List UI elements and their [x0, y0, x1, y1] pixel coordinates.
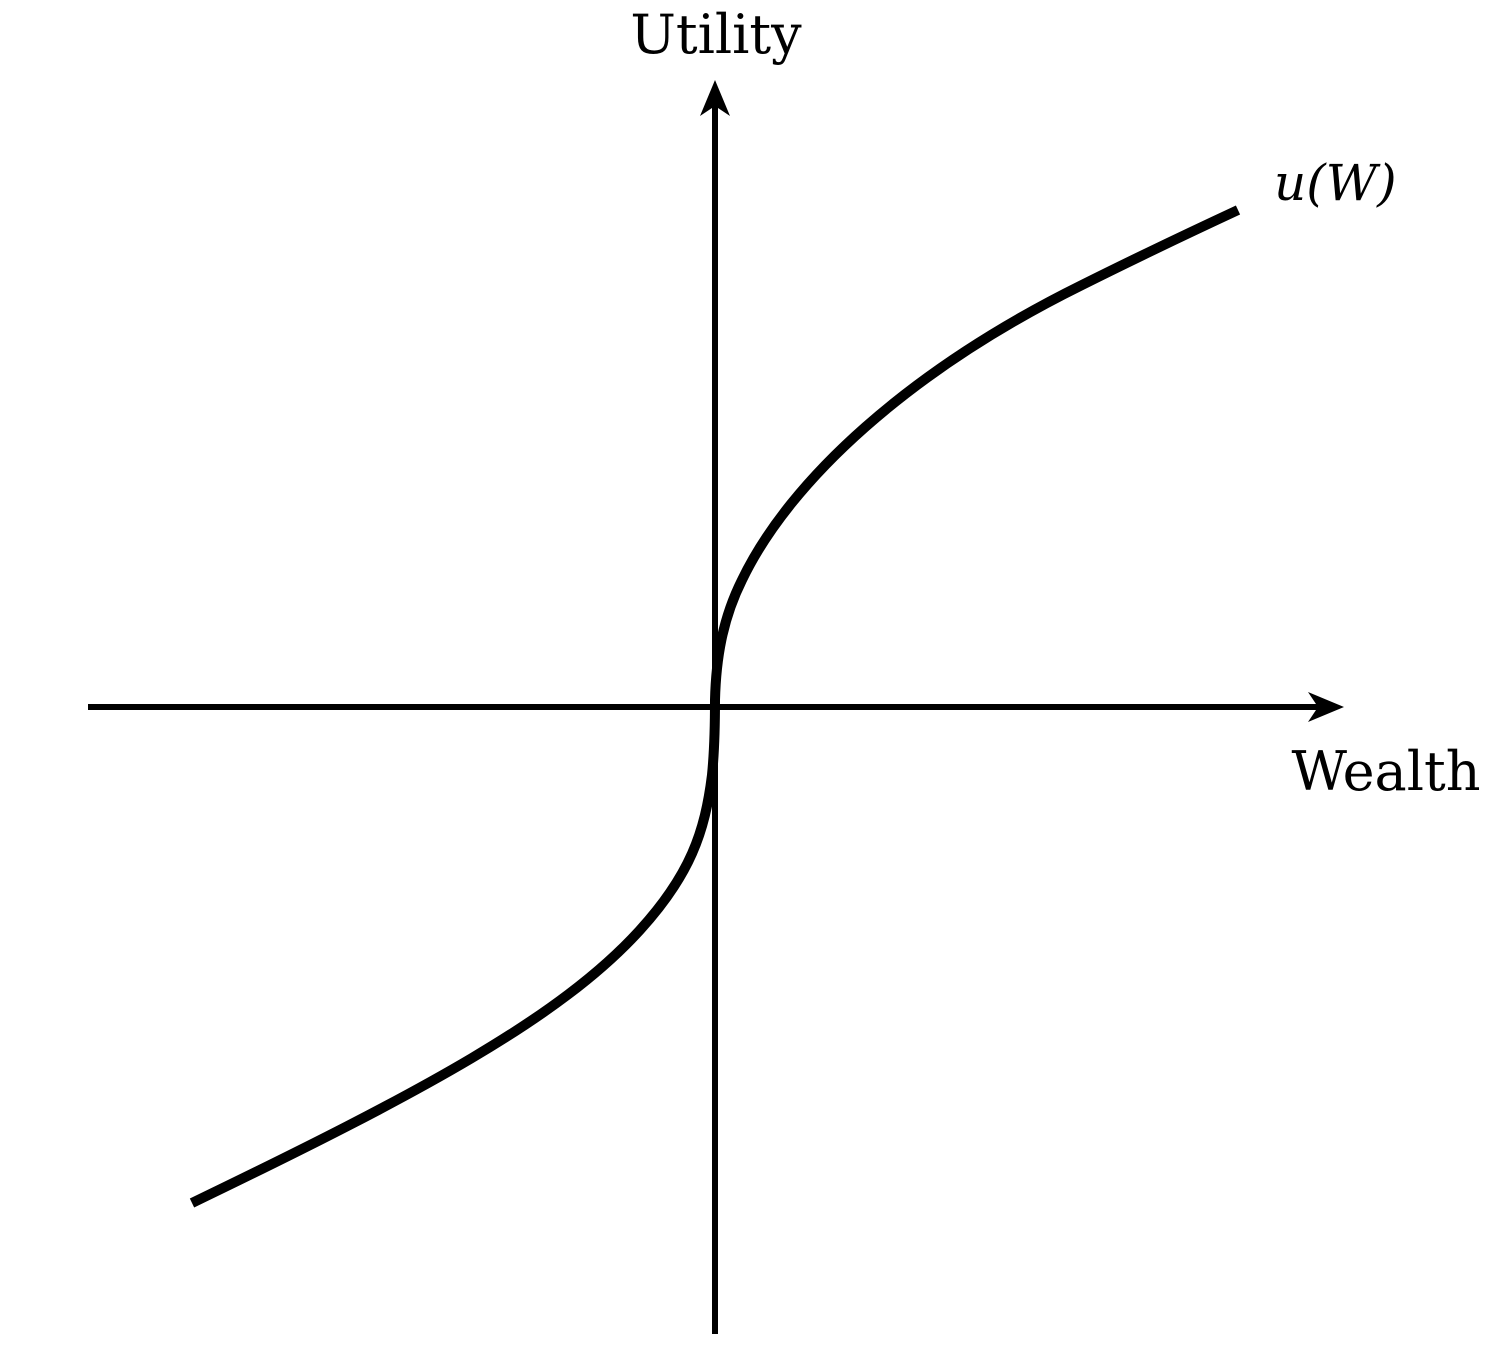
utility-curve	[189, 205, 1241, 1208]
x-axis-arrowhead	[1308, 692, 1344, 722]
x-axis-label: Wealth	[1292, 740, 1481, 803]
y-axis-arrowhead	[700, 80, 730, 116]
curve-label: u(W)	[1274, 154, 1397, 212]
y-axis-label: Utility	[630, 3, 802, 66]
